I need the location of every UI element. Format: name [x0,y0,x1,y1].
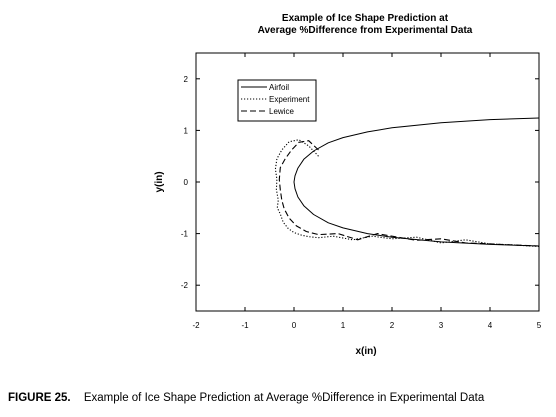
series-line-airfoil [293,117,540,247]
x-tick-label: -1 [241,321,249,330]
x-tick-label: 1 [341,321,346,330]
figure-caption-text: Example of Ice Shape Prediction at Avera… [83,392,485,404]
legend-label-airfoil: Airfoil [269,83,289,92]
x-axis-label: x(in) [355,346,376,357]
x-tick-label: 4 [488,321,493,330]
legend-label-experiment: Experiment [269,95,310,104]
series-group [274,117,540,248]
x-tick-label: -2 [192,321,200,330]
chart-title-line-1: Example of Ice Shape Prediction at [282,13,449,24]
axis-ticks: -2 -1 0 1 2 3 4 5 -2 -1 0 1 2 [181,53,542,330]
y-tick-label: 1 [184,126,189,135]
x-tick-label: 2 [390,321,395,330]
series-line-lewice [278,140,540,247]
figure-number: FIGURE 25. [8,392,71,404]
legend: Airfoil Experiment Lewice [237,79,317,122]
y-axis-label: y(in) [154,171,165,192]
legend-label-lewice: Lewice [269,107,294,116]
series-line-experiment [274,139,540,248]
y-tick-label: 2 [184,75,189,84]
x-tick-label: 5 [537,321,542,330]
y-tick-label: -2 [181,281,189,290]
figure-caption: FIGURE 25. Example of Ice Shape Predicti… [8,392,553,404]
x-tick-label: 0 [292,321,297,330]
x-tick-label: 3 [439,321,444,330]
y-tick-label: 0 [184,178,189,187]
y-tick-label: -1 [181,230,189,239]
chart-title-line-2: Average %Difference from Experimental Da… [258,25,473,36]
